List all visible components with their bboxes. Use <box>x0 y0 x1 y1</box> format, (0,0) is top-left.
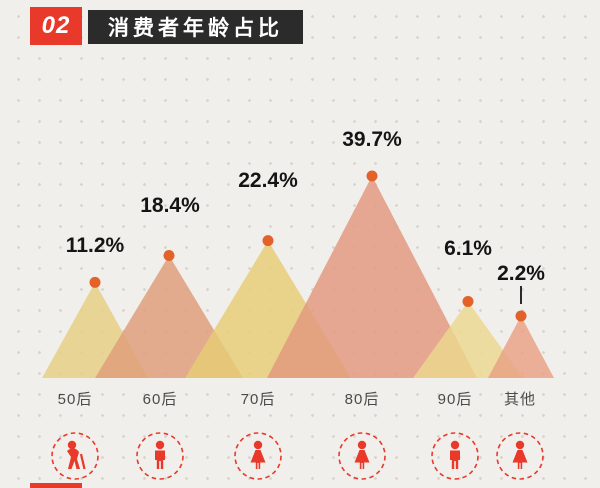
section-number-badge: 02 <box>30 7 82 45</box>
percent-label-80s: 39.7% <box>342 128 402 151</box>
consumer-woman-icon-70后 <box>234 432 282 480</box>
triangle-90后 <box>413 301 523 378</box>
dashed-circle <box>234 432 282 480</box>
category-label-other: 其他 <box>503 391 536 408</box>
percent-label-50s: 11.2% <box>65 234 125 257</box>
triangle-其他 <box>488 316 554 378</box>
dashed-circle <box>136 432 184 480</box>
dashed-circle <box>431 432 479 480</box>
peak-dot-80后 <box>366 170 378 182</box>
woman-icon <box>250 440 266 469</box>
peak-dot-60后 <box>163 250 175 262</box>
man-icon <box>155 440 165 469</box>
dashed-circle <box>496 432 544 480</box>
percent-label-70s: 22.4% <box>238 169 298 192</box>
woman-icon <box>354 440 370 469</box>
consumer-man-icon-90后 <box>431 432 479 480</box>
peak-dot-50后 <box>89 276 101 288</box>
percent-label-other: 2.2% <box>497 262 545 285</box>
peak-dot-其他 <box>515 310 527 322</box>
consumer-elderly-man-icon-50后 <box>51 432 99 480</box>
percent-label-90s: 6.1% <box>444 237 492 260</box>
next-section-badge-sliver <box>30 483 82 488</box>
category-label-60s: 60后 <box>142 391 178 408</box>
consumer-woman-icon-80后 <box>338 432 386 480</box>
dashed-circle <box>338 432 386 480</box>
peak-dot-90后 <box>462 295 474 307</box>
woman-icon <box>512 440 528 469</box>
percent-label-60s: 18.4% <box>140 194 200 217</box>
man-icon <box>450 440 460 469</box>
section-title: 消费者年龄占比 <box>88 10 303 44</box>
category-label-80s: 80后 <box>344 391 380 408</box>
peak-dot-70后 <box>262 235 274 247</box>
triangle-80后 <box>267 176 477 378</box>
category-label-70s: 70后 <box>240 391 276 408</box>
dashed-circle <box>51 432 99 480</box>
category-label-50s: 50后 <box>57 391 93 408</box>
elderly-man-icon <box>67 440 86 470</box>
consumer-man-icon-60后 <box>136 432 184 480</box>
consumer-woman-icon-其他 <box>496 432 544 480</box>
category-label-90s: 90后 <box>437 391 473 408</box>
